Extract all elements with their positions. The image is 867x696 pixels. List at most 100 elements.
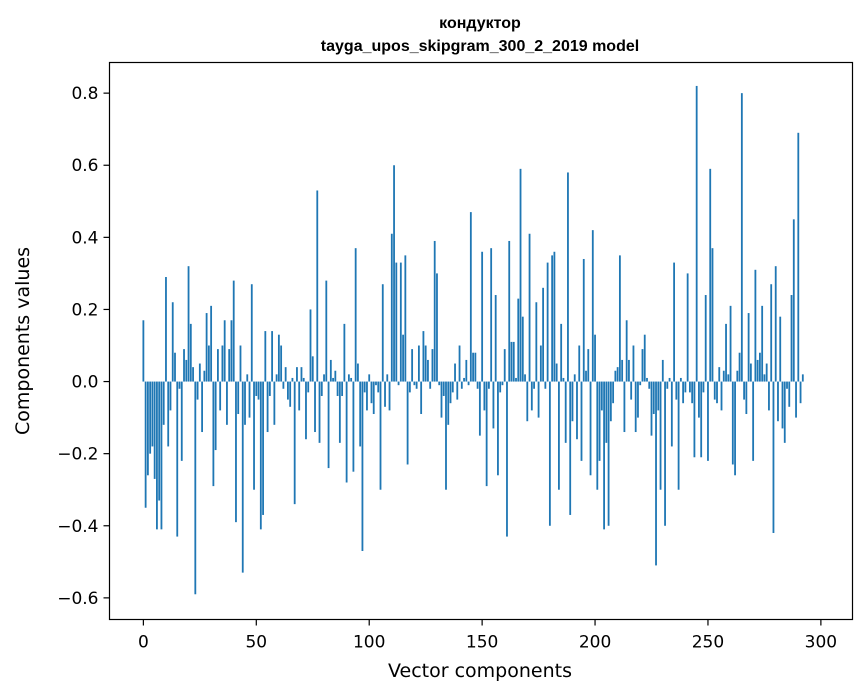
bar (779, 316, 782, 382)
bar (799, 381, 802, 404)
bar (189, 323, 192, 382)
bar (221, 345, 224, 382)
bar (144, 381, 147, 508)
bar (743, 381, 746, 400)
bar (725, 323, 727, 382)
bar (146, 381, 149, 476)
bar (194, 381, 197, 595)
bar (571, 381, 574, 422)
bar (431, 349, 434, 382)
bar (535, 302, 538, 382)
bar (510, 341, 513, 382)
bar (650, 381, 653, 436)
bar (187, 266, 190, 382)
bar (770, 284, 773, 382)
bar (548, 381, 551, 526)
bar (616, 367, 619, 382)
bar (257, 381, 260, 400)
bar (440, 381, 443, 418)
bar (406, 381, 409, 465)
bar (377, 381, 380, 393)
bar (393, 165, 395, 382)
bar (226, 381, 228, 425)
bar (483, 381, 486, 411)
bar (539, 345, 542, 382)
y-tick-label: 0.4 (71, 228, 98, 248)
bar (772, 381, 775, 533)
bar (149, 381, 152, 454)
bar (506, 381, 508, 537)
bar (174, 352, 176, 382)
bar (709, 168, 712, 382)
bar (246, 374, 249, 382)
bar (591, 230, 594, 382)
bar (354, 248, 357, 382)
bar (485, 381, 488, 487)
bar (284, 367, 287, 382)
x-tick-label: 100 (353, 633, 385, 653)
bar (171, 302, 174, 382)
bar (630, 381, 633, 400)
bar (490, 248, 493, 382)
x-tick-label: 0 (138, 633, 149, 653)
bar (542, 287, 545, 382)
bar (632, 345, 635, 382)
bar (621, 359, 624, 382)
bar (646, 377, 648, 382)
bar (266, 381, 269, 433)
bar (501, 381, 504, 386)
bar (375, 381, 377, 386)
bar (153, 381, 156, 479)
bar (702, 381, 705, 393)
bar (366, 381, 368, 411)
bar (618, 255, 621, 382)
bar (201, 381, 203, 433)
bar (465, 359, 468, 382)
bar (668, 377, 671, 382)
bar (345, 381, 348, 483)
bar (357, 363, 359, 382)
bar (280, 345, 283, 382)
bar (720, 381, 723, 411)
y-axis-ticks: −0.6 −0.4 −0.2 0.0 0.2 0.4 0.6 0.8 (57, 84, 110, 609)
bar (336, 381, 339, 396)
bar (761, 305, 764, 382)
bar (255, 381, 258, 396)
bar (458, 345, 461, 382)
bar (395, 262, 398, 382)
bar (327, 381, 330, 469)
x-axis-ticks: 0 50 100 150 200 250 300 (138, 619, 837, 653)
bar (664, 381, 666, 526)
bar (381, 284, 384, 382)
chart-title-line-1: кондуктор (439, 15, 521, 32)
bar (768, 381, 770, 411)
bar (598, 381, 601, 461)
bar (235, 381, 237, 523)
bar (551, 255, 554, 382)
bar (508, 240, 511, 382)
bar (607, 381, 610, 526)
bar (384, 381, 386, 407)
bar (580, 381, 583, 461)
bar (447, 381, 450, 425)
bar (460, 381, 463, 389)
bar (397, 381, 400, 386)
bar (205, 313, 208, 382)
bar (763, 374, 766, 382)
bar (332, 377, 334, 382)
bar (207, 345, 210, 382)
bar (517, 298, 520, 382)
bar (700, 381, 703, 458)
bar (801, 374, 804, 382)
bar (747, 313, 750, 382)
bar (212, 381, 215, 487)
bar (659, 381, 662, 490)
bar (259, 381, 262, 530)
bar (704, 295, 707, 382)
bar (526, 381, 529, 422)
bar (445, 381, 447, 490)
bar (287, 381, 289, 400)
bar (289, 381, 292, 407)
bar (499, 381, 502, 393)
bar (553, 251, 556, 382)
